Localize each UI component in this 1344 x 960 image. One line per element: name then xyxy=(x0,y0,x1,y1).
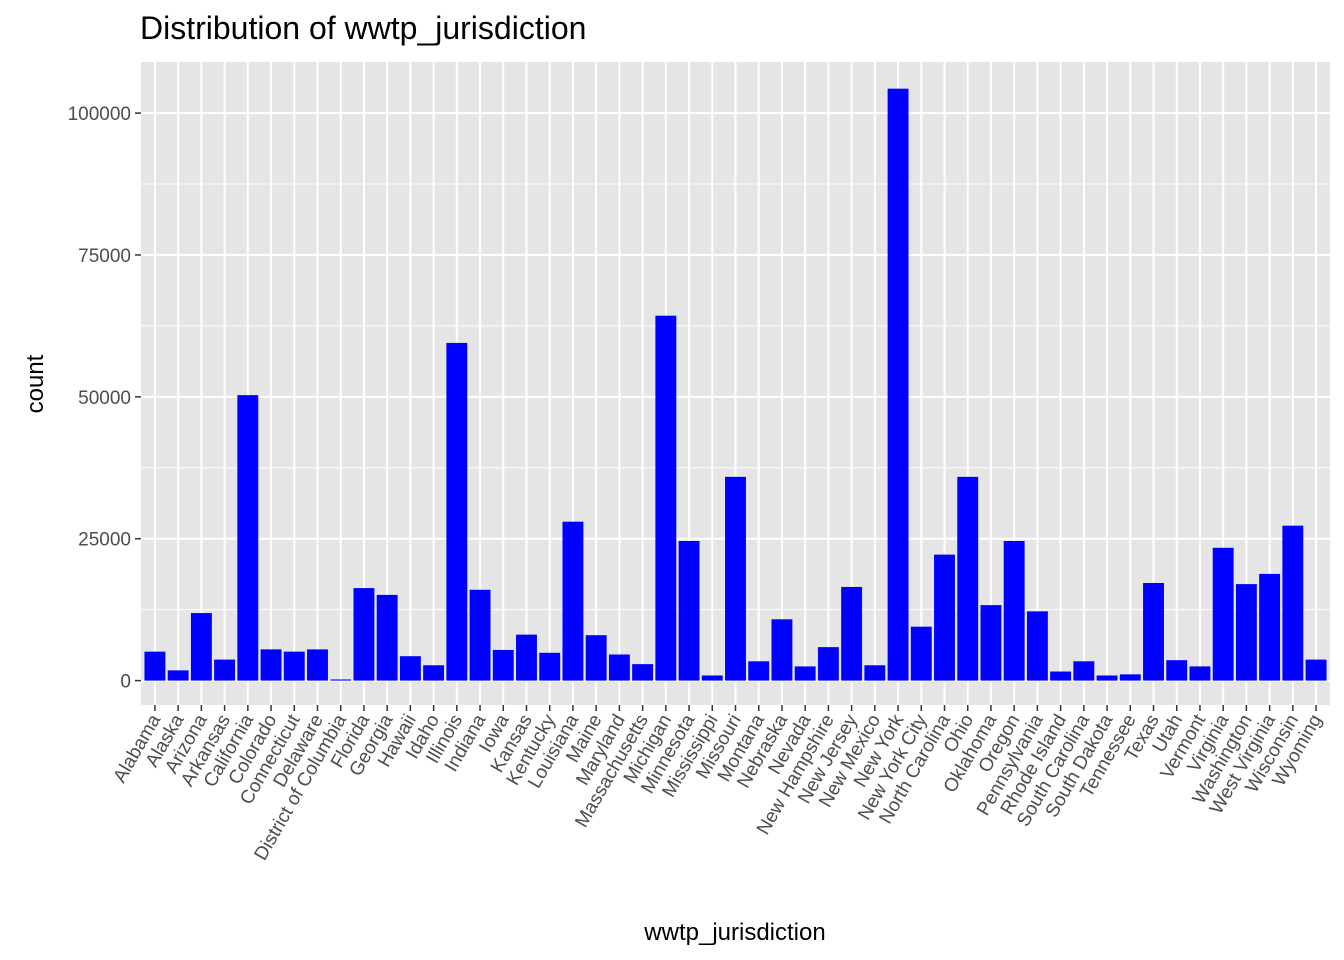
bar xyxy=(771,619,793,681)
bar xyxy=(1305,659,1327,681)
y-axis-title: count xyxy=(22,354,49,413)
bar xyxy=(307,649,328,681)
bar xyxy=(701,675,723,681)
bar xyxy=(283,651,305,681)
bar xyxy=(887,88,909,681)
y-tick-label: 100000 xyxy=(68,104,131,125)
bar xyxy=(1166,660,1188,681)
bar xyxy=(1282,525,1304,681)
x-axis: AlabamaAlaskaArizonaArkansasCaliforniaCo… xyxy=(110,705,1326,864)
bar xyxy=(469,589,491,681)
bars xyxy=(144,88,1327,681)
bar xyxy=(632,664,654,681)
bar xyxy=(492,649,514,681)
bar xyxy=(446,342,468,681)
bar xyxy=(214,659,236,681)
y-tick-label: 75000 xyxy=(78,246,131,267)
x-axis-title: wwtp_jurisdiction xyxy=(643,919,825,946)
bar xyxy=(260,649,282,681)
bar xyxy=(980,605,1002,681)
bar xyxy=(376,594,398,681)
bar xyxy=(1026,611,1048,681)
bar xyxy=(1235,584,1257,681)
bar xyxy=(1212,547,1234,681)
bar xyxy=(910,626,932,681)
bar xyxy=(330,679,352,681)
y-tick-label: 50000 xyxy=(78,388,131,409)
bar xyxy=(608,654,630,681)
bar xyxy=(841,586,863,681)
bar xyxy=(1259,573,1281,681)
y-tick-label: 0 xyxy=(120,672,131,693)
bar xyxy=(585,635,607,681)
bar xyxy=(934,554,955,681)
y-axis: 0 25000 50000 75000 100000 xyxy=(68,104,141,693)
bar xyxy=(1143,582,1164,681)
bar xyxy=(794,666,816,681)
bar xyxy=(1096,675,1118,681)
bar xyxy=(1050,671,1072,681)
bar xyxy=(516,634,537,681)
bar xyxy=(817,647,839,681)
bar xyxy=(655,315,677,681)
bar xyxy=(957,476,979,681)
bar xyxy=(678,540,700,681)
bar xyxy=(353,588,375,681)
bar xyxy=(748,661,770,681)
bar xyxy=(725,476,746,681)
y-tick-label: 25000 xyxy=(78,530,131,551)
bar xyxy=(237,395,259,681)
bar xyxy=(1003,540,1025,681)
chart-title: Distribution of wwtp_jurisdiction xyxy=(140,10,586,46)
bar xyxy=(539,652,561,681)
bar xyxy=(1119,674,1141,681)
bar xyxy=(423,665,445,681)
bar xyxy=(864,665,886,681)
bar xyxy=(190,613,212,681)
bar xyxy=(562,521,584,681)
bar xyxy=(144,651,166,681)
bar xyxy=(399,656,421,681)
bar xyxy=(1189,666,1211,681)
bar xyxy=(1073,661,1095,681)
bar xyxy=(167,670,189,681)
